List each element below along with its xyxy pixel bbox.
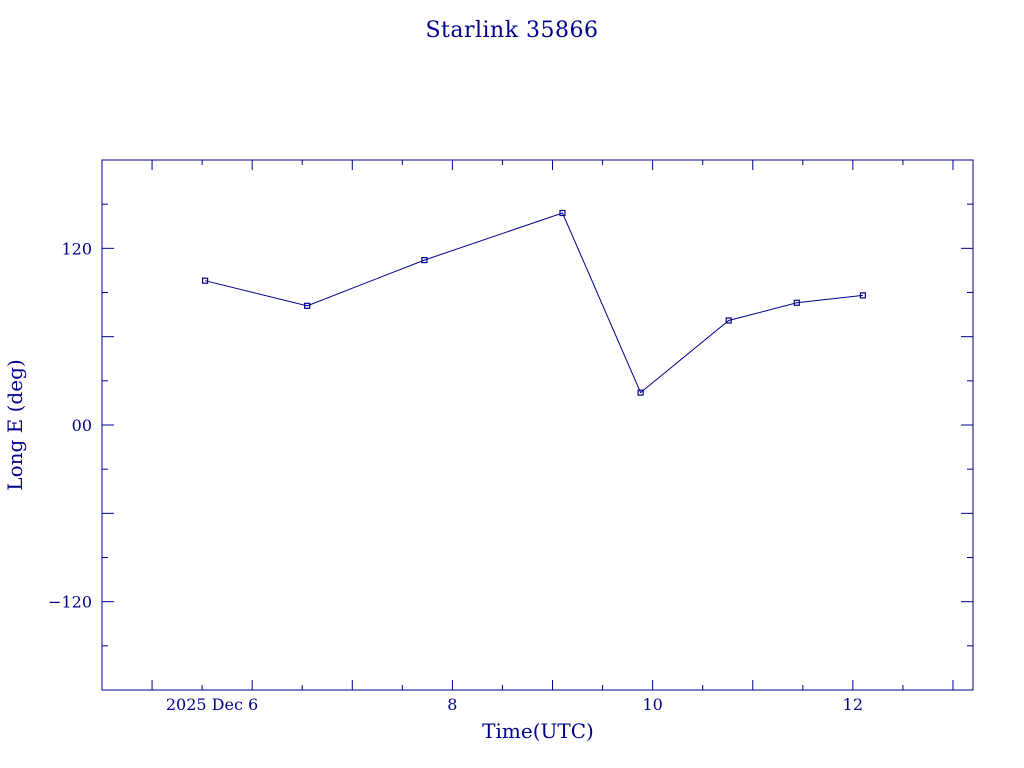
x-tick-label: 12 <box>843 695 863 714</box>
chart-title: Starlink 35866 <box>425 18 598 43</box>
data-point <box>304 302 311 309</box>
series-line <box>204 212 863 394</box>
tick-labels: 2025 Dec 6 8 10 12 120 00 −120 <box>48 239 863 714</box>
axis-ticks <box>102 160 973 690</box>
y-tick-label: 00 <box>72 416 92 435</box>
data-point <box>421 257 428 264</box>
x-tick-label: 10 <box>642 695 662 714</box>
plot-frame <box>101 159 974 691</box>
y-tick-label: −120 <box>48 593 92 612</box>
x-tick-label: 2025 Dec 6 <box>166 695 258 714</box>
data-point <box>859 292 867 299</box>
data-point <box>202 277 209 284</box>
data-point <box>559 209 566 217</box>
y-tick-label: 120 <box>61 239 92 258</box>
y-axis-label: Long E (deg) <box>3 359 27 490</box>
x-axis-label: Time(UTC) <box>482 719 594 743</box>
data-point <box>793 299 800 306</box>
data-point <box>725 317 732 324</box>
x-tick-label: 8 <box>447 695 457 714</box>
data-point <box>637 389 644 396</box>
series-group <box>202 209 867 396</box>
